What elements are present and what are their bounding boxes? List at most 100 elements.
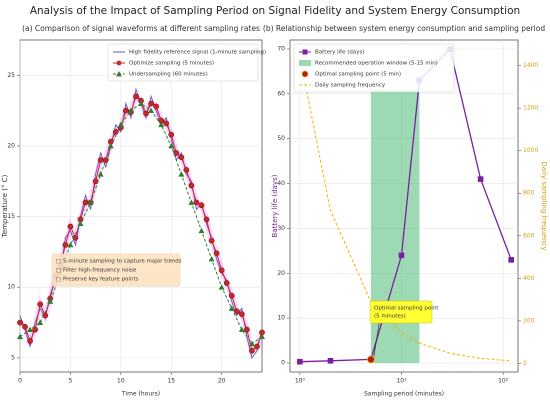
point — [127, 107, 134, 114]
point — [138, 100, 144, 106]
point — [238, 326, 245, 333]
point — [223, 280, 230, 286]
y-tick-label: 50 — [277, 135, 285, 142]
point — [47, 298, 54, 304]
legend-label: Daily sampling frequency — [315, 83, 386, 89]
point — [178, 171, 185, 177]
point — [244, 326, 250, 333]
point — [37, 319, 44, 325]
legend-swatch — [302, 49, 308, 55]
point — [228, 305, 235, 311]
point — [208, 237, 215, 244]
x-tick-label: 10² — [498, 378, 509, 385]
series-line — [299, 56, 512, 362]
point — [133, 93, 139, 100]
y2-tick-label: 0 — [523, 360, 527, 367]
point — [62, 242, 69, 248]
point — [27, 338, 33, 344]
point — [254, 343, 260, 350]
point — [17, 333, 23, 340]
y2-tick-label: 1000 — [523, 147, 538, 154]
point — [67, 223, 74, 230]
y-tick-label: 10 — [7, 284, 15, 291]
point — [67, 241, 74, 248]
x-tick-label: 20 — [218, 378, 226, 385]
point — [193, 199, 200, 206]
point — [163, 120, 170, 127]
y2-tick-label: 400 — [523, 275, 535, 282]
point — [213, 250, 220, 257]
point — [117, 121, 124, 128]
point — [107, 142, 114, 149]
y-axis-label: Battery life (days) — [271, 174, 279, 237]
annotation-text: (5 minutes) — [374, 314, 406, 320]
legend-swatch — [116, 71, 122, 77]
point — [123, 107, 129, 114]
x-axis-label: Sampling period (minutes) — [364, 391, 444, 398]
point — [27, 326, 34, 333]
point — [198, 202, 205, 209]
point — [153, 103, 159, 110]
point — [148, 100, 154, 107]
x-tick-label: 10⁰ — [295, 378, 306, 385]
point — [297, 358, 303, 365]
figure-title: Analysis of the Impact of Sampling Perio… — [30, 5, 520, 17]
annotation-box — [51, 253, 181, 287]
point — [82, 199, 89, 206]
point — [508, 257, 514, 263]
y-axis-label: Temperature (° C) — [1, 174, 9, 238]
legend-label: Optimal sampling point (5 min) — [315, 72, 401, 78]
point — [97, 157, 104, 163]
point — [477, 176, 484, 182]
legend-label: High fidelity reference signal (1-minute… — [129, 50, 266, 56]
legend-label: Battery life (days) — [315, 50, 365, 56]
point — [198, 227, 205, 234]
legend-box — [107, 43, 259, 82]
y2-tick-label: 800 — [523, 190, 535, 197]
point — [173, 150, 180, 156]
point — [178, 154, 185, 161]
point — [183, 167, 190, 173]
point — [248, 340, 255, 347]
legend-swatch — [116, 60, 122, 66]
optimal-point — [366, 355, 375, 364]
legend-label: Undersampling (60 minutes) — [129, 72, 208, 78]
y2-tick-label: 200 — [523, 317, 535, 324]
y-tick-label: 40 — [277, 180, 285, 187]
annotation-arrow — [373, 317, 381, 357]
y2-tick-label: 1400 — [523, 62, 538, 69]
point — [398, 252, 405, 259]
point — [218, 267, 225, 274]
point — [233, 308, 240, 315]
point — [188, 199, 195, 205]
point — [259, 333, 265, 340]
point — [158, 121, 165, 128]
point — [249, 347, 255, 354]
y2-tick-label: 600 — [523, 232, 535, 239]
x-tick-label: 0 — [18, 378, 22, 385]
annotation-text: Optimal sampling point — [374, 306, 439, 312]
point — [188, 182, 195, 189]
point — [218, 284, 225, 290]
point — [168, 131, 175, 138]
point — [77, 220, 84, 227]
chart-title: (b) Relationship between system energy c… — [263, 24, 545, 33]
y-tick-label: 60 — [277, 90, 285, 97]
point — [203, 216, 210, 223]
legend-box — [293, 43, 455, 93]
point — [148, 107, 155, 114]
y2-axis-label: Daily sampling frequency — [540, 161, 548, 250]
legend-label: Optimize sampling (5 minutes) — [129, 61, 214, 67]
y-tick-label: 15 — [7, 213, 15, 220]
point — [32, 326, 38, 333]
x-axis-label: Time (hours) — [121, 391, 160, 398]
y-tick-label: 5 — [11, 354, 15, 361]
y-tick-label: 20 — [7, 142, 15, 149]
annotation-text: □ Filter high-frequency noise — [56, 268, 137, 274]
point — [22, 323, 28, 330]
y-tick-label: 0 — [281, 360, 285, 367]
legend-swatch — [301, 70, 309, 78]
plot-area — [19, 39, 263, 373]
point — [327, 357, 334, 364]
